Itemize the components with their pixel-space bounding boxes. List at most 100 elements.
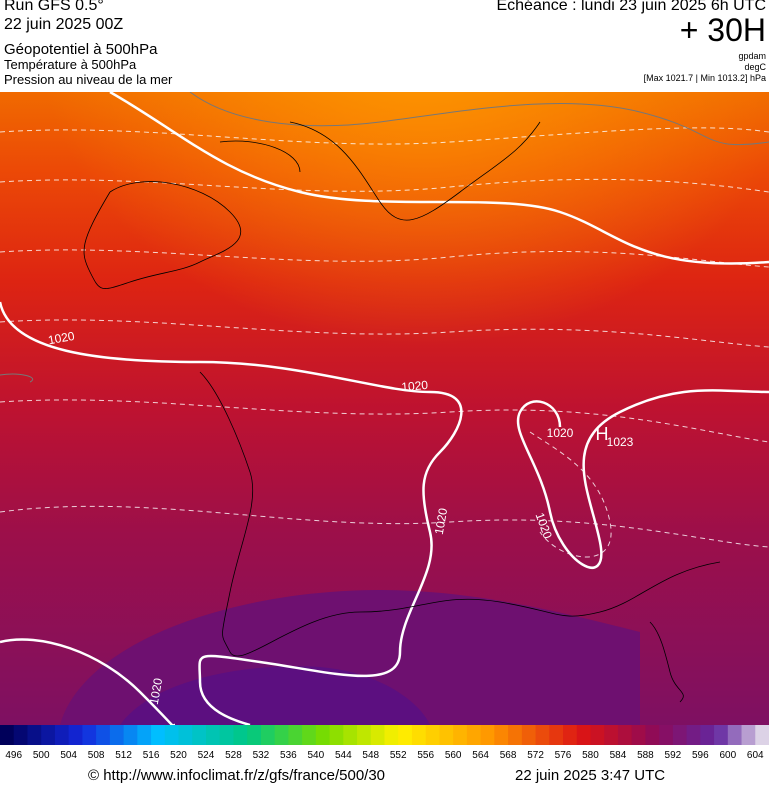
scale-label: 580 [582, 750, 599, 761]
run-date: 22 juin 2025 00Z [4, 16, 124, 33]
scale-cell [96, 725, 111, 745]
generated-time: 22 juin 2025 3:47 UTC [515, 767, 666, 784]
run: Run GFS 0.5° [4, 0, 104, 14]
scale-cell [178, 725, 193, 745]
field-shading [120, 666, 430, 725]
pressure-range: [Max 1021.7 | Min 1013.2] hPa [643, 73, 766, 83]
scale-cell [576, 725, 591, 745]
scale-cell [274, 725, 289, 745]
scale-cell [508, 725, 523, 745]
scale-cell [741, 725, 756, 745]
scale-label: 596 [692, 750, 709, 761]
scale-label: 532 [253, 750, 270, 761]
scale-label: 500 [33, 750, 50, 761]
scale-cell [260, 725, 276, 745]
scale-cell [151, 725, 166, 745]
scale-cell [82, 725, 97, 745]
scale-cell [233, 725, 248, 745]
scale-cell [686, 725, 701, 745]
scale-cell [123, 725, 138, 745]
contour-label: 1023 [607, 435, 634, 449]
scale-cell [755, 725, 769, 745]
scale-label: 552 [390, 750, 407, 761]
contour-label: 1020 [547, 426, 574, 440]
scale-cell [384, 725, 399, 745]
scale-cell [411, 725, 427, 745]
contour-label: 1020 [147, 677, 165, 706]
contour-label: 1020 [47, 329, 76, 347]
scale-cell [563, 725, 578, 745]
coastline [83, 121, 721, 703]
scale-cell [727, 725, 743, 745]
scale-label: 604 [747, 750, 764, 761]
scale-cell [480, 725, 495, 745]
scale-cell [109, 725, 125, 745]
scale-label: 496 [5, 750, 22, 761]
scale-cell [247, 725, 262, 745]
scale-cell [549, 725, 564, 745]
scale-cell [343, 725, 358, 745]
scale-cell [315, 725, 331, 745]
scale-label: 544 [335, 750, 352, 761]
contour-label: H [596, 424, 609, 444]
scale-cell [192, 725, 207, 745]
scale-cell [27, 725, 42, 745]
scale-cell [659, 725, 674, 745]
scale-cell [672, 725, 688, 745]
scale-label: 584 [610, 750, 627, 761]
field: Pression au niveau de la mer [4, 72, 173, 87]
scale-label: 568 [500, 750, 517, 761]
scale-cell [425, 725, 440, 745]
scale-cell [590, 725, 605, 745]
scale-label: 556 [417, 750, 434, 761]
scale-label: 516 [143, 750, 160, 761]
scale-cell [41, 725, 56, 745]
scale-cell [0, 725, 15, 745]
scale-cell [645, 725, 660, 745]
scale-cell [357, 725, 372, 745]
scale-cell [68, 725, 83, 745]
scale-cell [13, 725, 28, 745]
scale-cell [466, 725, 482, 745]
scale-cell [535, 725, 550, 745]
scale-label: 512 [115, 750, 132, 761]
field: Température à 500hPa [4, 57, 137, 72]
scale-label: 524 [198, 750, 215, 761]
scale-cell [398, 725, 413, 745]
scale-label: 508 [88, 750, 105, 761]
source-url[interactable]: © http://www.infoclimat.fr/z/gfs/france/… [88, 767, 386, 784]
contour-label: 1020 [432, 507, 450, 536]
isotherms [0, 127, 769, 558]
echeance: Echéance : lundi 23 juin 2025 6h UTC [496, 0, 766, 14]
scale-label: 600 [719, 750, 736, 761]
scale-cell [164, 725, 180, 745]
scale-cell [631, 725, 646, 745]
unit: gpdam [738, 51, 766, 61]
scale-cell [54, 725, 70, 745]
scale-cell [302, 725, 317, 745]
contour-label: 1020 [401, 378, 429, 394]
scale-cell [617, 725, 633, 745]
scale-cell [700, 725, 715, 745]
scale-label: 564 [472, 750, 489, 761]
scale-label: 572 [527, 750, 544, 761]
scale-cell [714, 725, 729, 745]
scale-cell [205, 725, 221, 745]
scale-cell [288, 725, 303, 745]
unit: degC [744, 62, 766, 72]
field: Géopotentiel à 500hPa [4, 41, 158, 58]
scale-label: 560 [445, 750, 462, 761]
scale-cell [439, 725, 454, 745]
scale-cell [453, 725, 468, 745]
scale-label: 536 [280, 750, 297, 761]
scale-label: 588 [637, 750, 654, 761]
scale-label: 576 [555, 750, 572, 761]
scale-label: 540 [307, 750, 324, 761]
scale-cell [370, 725, 385, 745]
scale-cell [329, 725, 344, 745]
scale-label: 592 [665, 750, 682, 761]
scale-label: 548 [362, 750, 379, 761]
color-scale: 496 500 504 508 512 516 520 524 528 532 536 540 544 5… [0, 725, 769, 761]
